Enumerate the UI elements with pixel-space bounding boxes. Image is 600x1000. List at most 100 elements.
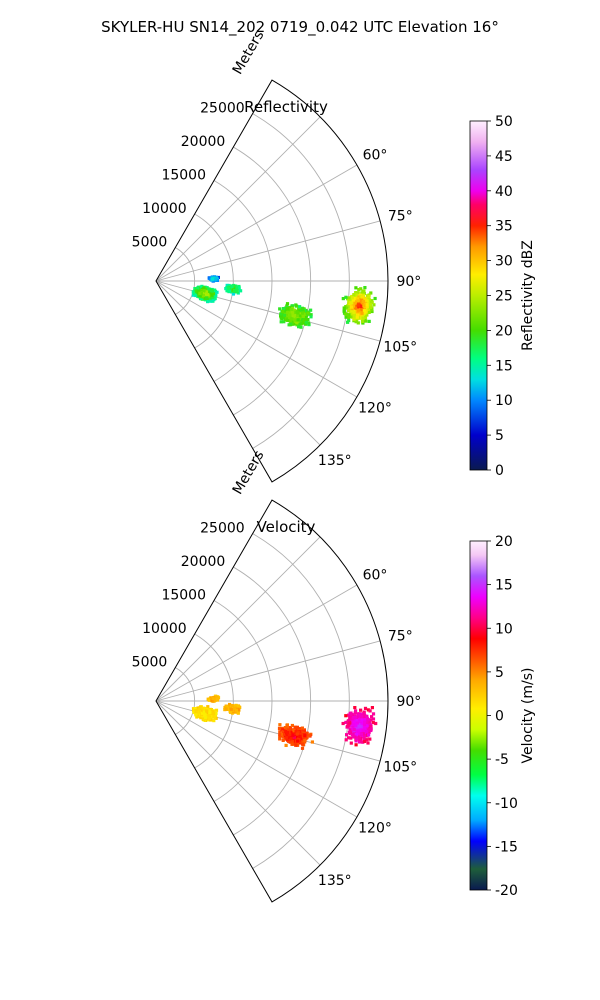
echo-gate — [288, 319, 292, 323]
echo-gate — [371, 712, 376, 716]
echo-gate — [294, 743, 298, 747]
echo-gate — [213, 288, 217, 292]
echo-gate — [233, 288, 237, 293]
azimuth-tick-label: 90° — [396, 274, 421, 290]
echo-gate — [291, 733, 295, 737]
echo-gate — [213, 297, 217, 301]
echo-gate — [215, 290, 219, 294]
echo-gate — [192, 291, 197, 295]
echo-gate — [212, 709, 216, 713]
echo-gate — [207, 698, 211, 702]
echo-gate — [234, 708, 239, 712]
radial-tick-label: 5000 — [132, 235, 168, 251]
echo-gate — [354, 320, 358, 324]
echo-gate — [347, 719, 351, 723]
echo-gate — [365, 720, 369, 725]
echo-gate — [304, 321, 308, 325]
echo-gate — [210, 710, 214, 714]
echo-gate — [288, 740, 292, 744]
echo-gate — [372, 303, 376, 307]
echo-gate — [354, 293, 358, 297]
echo-field — [191, 694, 378, 750]
echo-gate — [278, 730, 282, 734]
echo-gate — [366, 301, 370, 305]
echo-gate — [209, 715, 213, 719]
echo-gate — [281, 307, 285, 311]
echo-gate — [371, 721, 375, 725]
radial-tick-label: 10000 — [142, 201, 187, 217]
echo-gate — [224, 707, 228, 711]
echo-gate — [206, 293, 210, 297]
echo-gate — [341, 297, 345, 301]
echo-gate — [300, 737, 304, 741]
echo-gate — [348, 715, 352, 719]
echo-gate — [298, 305, 302, 309]
echo-gate — [370, 706, 374, 710]
echo-gate — [349, 736, 353, 740]
colorbar-tick-label: 20 — [495, 323, 513, 339]
echo-gate — [354, 291, 358, 295]
echo-gate — [363, 720, 367, 724]
echo-gate — [349, 729, 353, 733]
echo-gate — [291, 311, 295, 315]
echo-gate — [224, 287, 228, 291]
echo-gate — [288, 311, 292, 315]
echo-gate — [357, 722, 361, 726]
echo-gate — [306, 311, 310, 315]
echo-gate — [206, 714, 210, 718]
echo-gate — [366, 718, 370, 722]
echo-gate — [359, 287, 363, 291]
echo-gate — [368, 305, 373, 309]
radial-tick-label: 15000 — [161, 168, 206, 184]
echo-gate — [368, 737, 372, 741]
echo-gate — [299, 732, 303, 736]
echo-gate — [361, 299, 365, 303]
echo-gate — [231, 292, 235, 296]
echo-gate — [289, 307, 294, 312]
echo-gate — [346, 724, 350, 728]
echo-gate — [306, 318, 310, 322]
echo-gate — [215, 695, 219, 699]
echo-gate — [277, 726, 282, 730]
echo-gate — [279, 314, 283, 318]
echo-gate — [290, 742, 294, 746]
echo-gate — [354, 709, 358, 713]
echo-gate — [215, 697, 219, 701]
echo-gate — [358, 740, 362, 744]
echo-gate — [301, 742, 305, 746]
radial-tick-label: 25000 — [200, 521, 245, 537]
echo-gate — [290, 740, 294, 744]
echo-gate — [373, 296, 377, 301]
azimuth-tick-label: 120° — [358, 400, 392, 416]
echo-gate — [284, 729, 288, 734]
echo-gate — [207, 276, 211, 280]
echo-gate — [293, 741, 297, 745]
echo-gate — [347, 315, 351, 319]
echo-gate — [307, 321, 311, 325]
echo-gate — [286, 309, 290, 313]
echo-gate — [213, 713, 217, 717]
echo-gate — [349, 312, 354, 316]
echo-gate — [230, 704, 234, 708]
azimuth-tick-label: 75° — [388, 209, 413, 225]
echo-gate — [356, 291, 360, 295]
echo-gate — [348, 721, 352, 725]
echo-gate — [361, 290, 365, 294]
echo-gate — [212, 719, 216, 723]
echo-gate — [363, 301, 367, 305]
echo-gate — [209, 289, 213, 293]
echo-gate — [194, 713, 198, 717]
echo-gate — [293, 310, 297, 314]
echo-gate — [349, 741, 353, 745]
echo-gate — [345, 733, 349, 737]
radial-tick-label: 5000 — [132, 655, 168, 671]
echo-gate — [194, 293, 198, 297]
echo-gate — [344, 720, 348, 724]
echo-gate — [196, 291, 200, 295]
echo-gate — [290, 723, 294, 728]
echo-gate — [347, 736, 351, 740]
echo-gate — [352, 716, 356, 720]
echo-gate — [214, 293, 218, 298]
echo-gate — [282, 320, 286, 324]
echo-gate — [353, 735, 357, 739]
